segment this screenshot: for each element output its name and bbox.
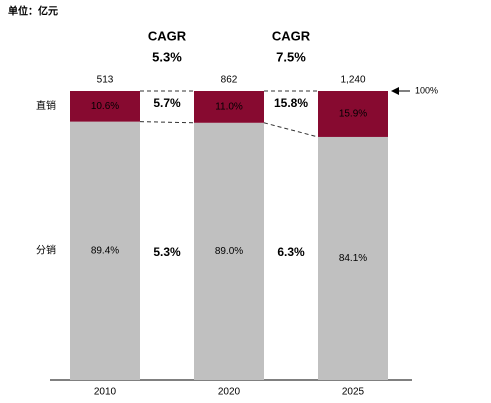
cagr-distribution: 6.3% xyxy=(277,245,305,259)
bar-segment xyxy=(194,91,264,123)
series-label: 直销 xyxy=(36,99,56,112)
bar-segment xyxy=(318,136,388,380)
bar-segment xyxy=(194,122,264,380)
segment-label: 89.4% xyxy=(91,245,119,256)
segment-label: 84.1% xyxy=(339,253,367,264)
x-tick-label: 2020 xyxy=(218,387,241,398)
cagr-title: CAGR xyxy=(148,28,187,43)
segment-label: 15.9% xyxy=(339,109,367,120)
cagr-distribution: 5.3% xyxy=(153,245,181,259)
cagr-direct: 5.7% xyxy=(153,96,181,110)
series-label: 分销 xyxy=(36,243,56,256)
segment-label: 11.0% xyxy=(215,102,243,113)
connector xyxy=(263,122,319,138)
segment-label: 89.0% xyxy=(215,246,243,257)
unit-label: 单位：亿元 xyxy=(8,5,58,18)
bar-segment xyxy=(70,121,140,380)
cagr-total: 5.3% xyxy=(152,49,182,64)
bar-segment xyxy=(318,91,388,137)
cagr-title: CAGR xyxy=(272,28,311,43)
cagr-total: 7.5% xyxy=(276,49,306,64)
total-label: 1,240 xyxy=(340,75,365,86)
connector xyxy=(139,121,195,124)
total-label: 513 xyxy=(97,75,114,86)
cagr-direct: 15.8% xyxy=(274,96,308,110)
bar-segment xyxy=(70,91,140,122)
y-tick-label: 100% xyxy=(415,85,438,95)
total-label: 862 xyxy=(221,75,238,86)
segment-label: 10.6% xyxy=(91,101,119,112)
x-tick-label: 2025 xyxy=(342,387,365,398)
x-tick-label: 2010 xyxy=(94,387,117,398)
